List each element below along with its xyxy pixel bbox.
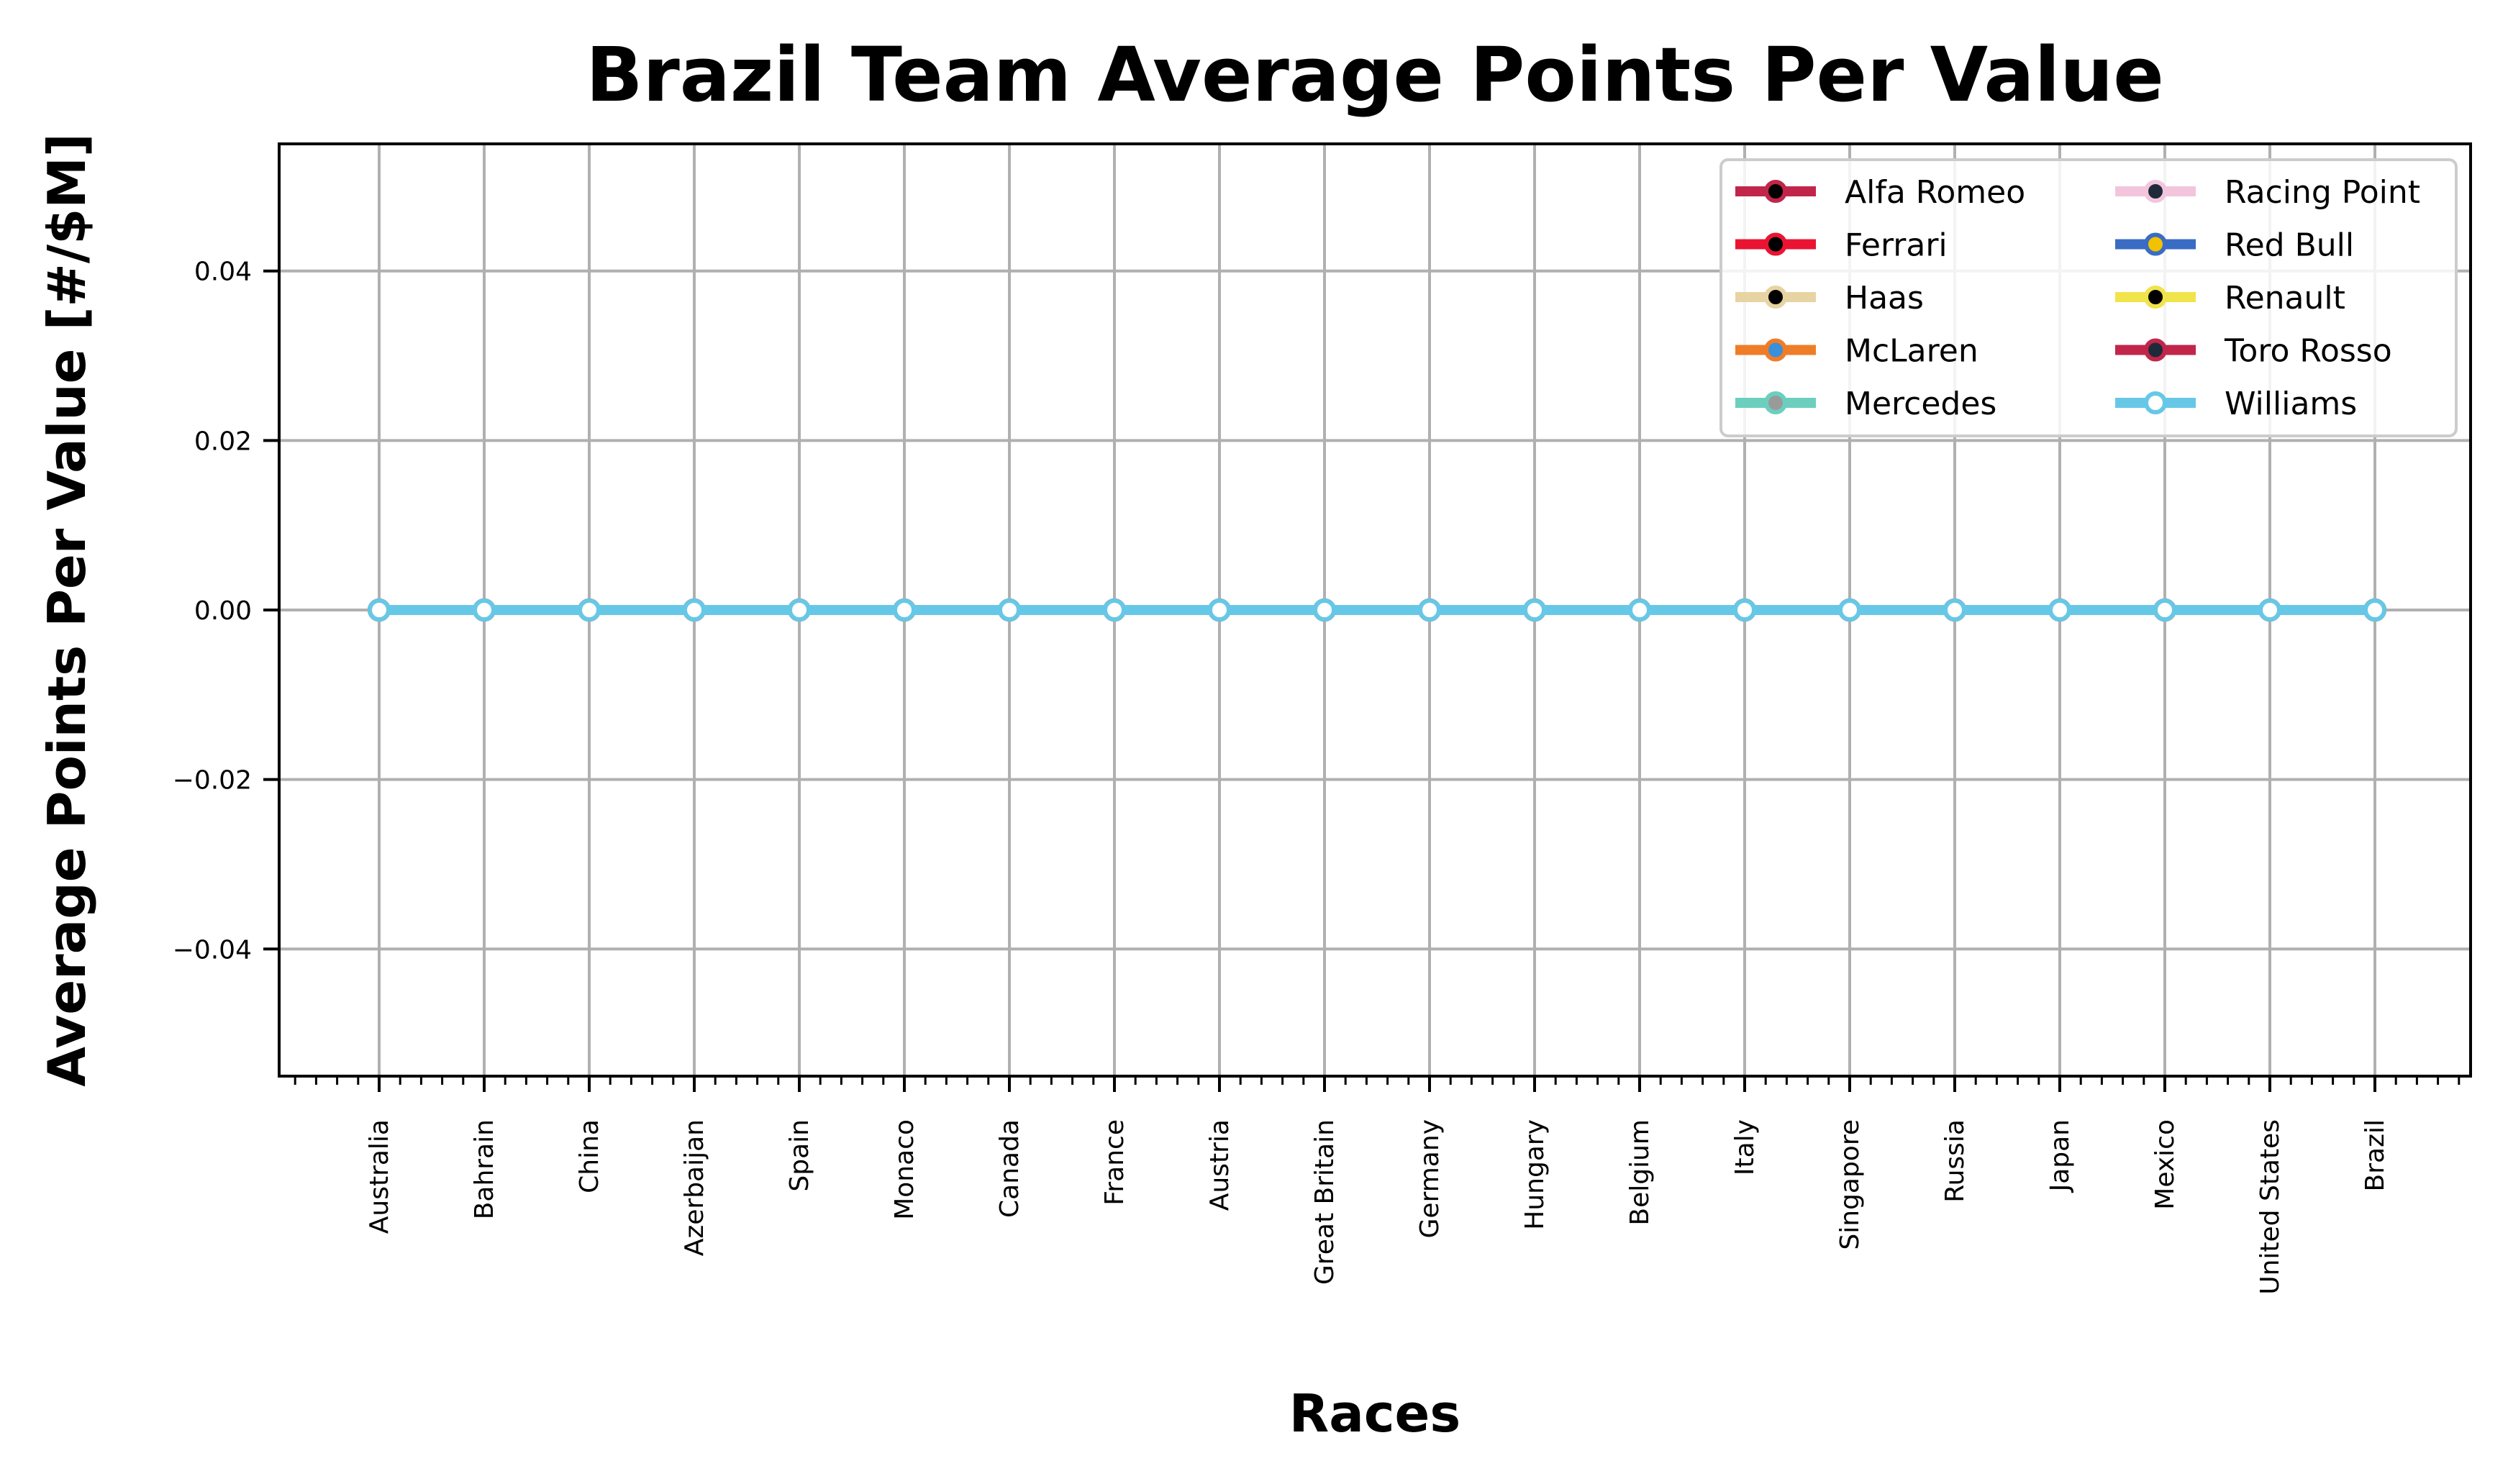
data-point [1208, 598, 1231, 622]
x-tick-label: Italy [1730, 1119, 1760, 1175]
chart-title: Brazil Team Average Points Per Value [586, 31, 2164, 119]
legend: Alfa Romeo Ferrari Haas McLaren Mercedes Raci… [1719, 158, 2458, 437]
legend-box [1719, 158, 2458, 437]
x-tick-label: Belgium [1625, 1119, 1655, 1226]
x-tick-label: Great Britain [1310, 1119, 1340, 1285]
legend-marker [1764, 391, 1787, 414]
x-tick-label: Canada [995, 1119, 1024, 1218]
data-point [998, 598, 1021, 622]
legend-marker [2144, 338, 2167, 362]
legend-label: Red Bull [2225, 227, 2354, 264]
legend-marker [2144, 391, 2167, 414]
data-point [1418, 598, 1441, 622]
x-tick-label: Russia [1940, 1119, 1970, 1203]
legend-label: Toro Rosso [2224, 333, 2392, 370]
y-tick-label: 0.00 [194, 596, 252, 626]
data-point [2258, 598, 2281, 622]
data-point [1628, 598, 1651, 622]
y-axis-label: Average Points Per Value [#/$M] [37, 133, 97, 1087]
x-tick-label: Germany [1415, 1119, 1445, 1238]
x-tick-label: Hungary [1520, 1119, 1550, 1230]
legend-label: Racing Point [2225, 174, 2420, 211]
data-point [1733, 598, 1756, 622]
data-point [473, 598, 496, 622]
x-tick-label: Australia [365, 1119, 394, 1234]
data-point [2153, 598, 2176, 622]
data-point [683, 598, 706, 622]
legend-marker [1764, 338, 1787, 362]
x-tick-label: Japan [2045, 1119, 2075, 1193]
y-tick-label: 0.02 [194, 427, 252, 456]
x-tick-label: Mexico [2150, 1119, 2180, 1210]
axes: Australia Bahrain China Azerbaijan Spain Mona… [173, 258, 2461, 1295]
x-tick-label: Spain [785, 1119, 814, 1192]
x-tick-label: France [1100, 1119, 1130, 1206]
data-point [368, 598, 391, 622]
y-tick-label: 0.04 [194, 258, 252, 287]
x-tick-label: China [575, 1119, 604, 1193]
data-point [893, 598, 916, 622]
data-point [1523, 598, 1546, 622]
data-point [1943, 598, 1966, 622]
series-group [368, 598, 2386, 622]
legend-marker [2144, 286, 2167, 309]
legend-label: Ferrari [1845, 227, 1948, 264]
y-tick-label: −0.02 [173, 766, 252, 796]
legend-label: Williams [2225, 386, 2357, 422]
data-point [1313, 598, 1336, 622]
legend-label: McLaren [1845, 333, 1978, 370]
x-tick-label: Monaco [890, 1119, 919, 1220]
legend-label: Haas [1845, 280, 1924, 317]
x-tick-label: Bahrain [470, 1119, 499, 1219]
legend-marker [1764, 232, 1787, 256]
x-tick-label: United States [2255, 1119, 2285, 1295]
x-tick-label: Austria [1205, 1119, 1235, 1211]
data-point [1103, 598, 1126, 622]
x-axis-label: Races [1289, 1383, 1460, 1444]
legend-marker [2144, 232, 2167, 256]
x-tick-label: Singapore [1835, 1119, 1865, 1250]
legend-marker [1764, 286, 1787, 309]
legend-label: Alfa Romeo [1845, 174, 2025, 211]
x-tick-label: Azerbaijan [680, 1119, 709, 1256]
legend-label: Mercedes [1845, 386, 1996, 422]
data-point [788, 598, 811, 622]
data-point [578, 598, 601, 622]
x-tick-label: Brazil [2361, 1119, 2390, 1191]
data-point [2048, 598, 2071, 622]
data-point [2363, 598, 2386, 622]
data-point [1838, 598, 1861, 622]
legend-marker [1764, 180, 1787, 203]
legend-label: Renault [2225, 280, 2345, 317]
legend-marker [2144, 180, 2167, 203]
y-tick-label: −0.04 [173, 935, 252, 965]
